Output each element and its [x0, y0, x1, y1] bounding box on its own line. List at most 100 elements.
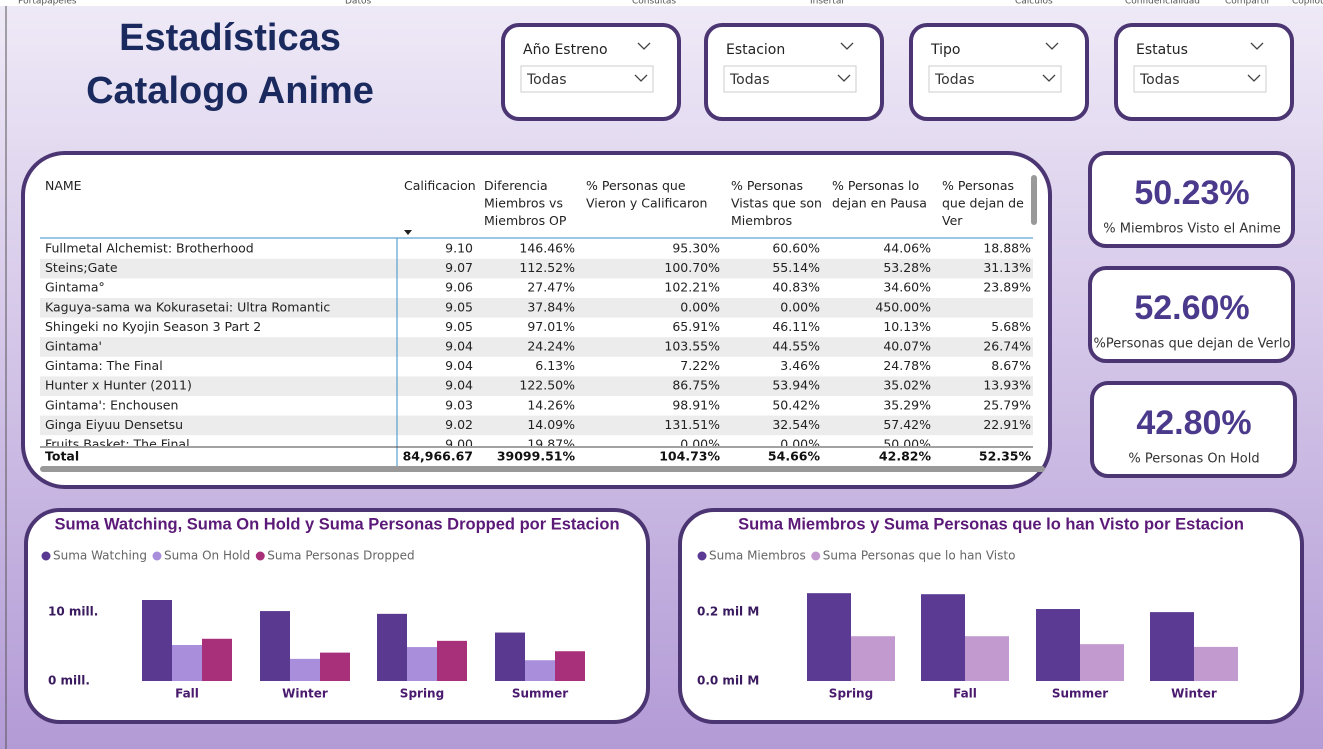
cell: 18.88%: [983, 241, 1031, 256]
column-header: % Personas Vistas que son Miembros: [731, 178, 822, 228]
header-line: % Personas: [942, 178, 1014, 193]
cell: 8.67%: [991, 358, 1031, 373]
legend-label: Suma Personas que lo han Visto: [823, 549, 1016, 563]
chevron: [1042, 74, 1056, 82]
scrollbar: [40, 466, 1045, 472]
cell: 9.05: [445, 299, 473, 314]
cell: 57.42%: [883, 417, 931, 432]
legend-marker: [811, 551, 821, 561]
cell: 9.06: [445, 280, 473, 295]
cell: 31.13%: [983, 260, 1031, 275]
legend-label: Suma Watching: [53, 549, 147, 563]
cell: 0.00%: [680, 299, 720, 314]
table-body: Fullmetal Alchemist: Brotherhood 9.10 146.…: [40, 241, 1033, 452]
cell: 98.91%: [672, 397, 720, 412]
cell: 97.01%: [527, 319, 575, 334]
chart-title: Suma Miembros y Suma Personas que lo han…: [738, 515, 1244, 533]
bar: [1150, 612, 1194, 681]
card-value: 42.80%: [1136, 404, 1251, 442]
x-tick-label: Summer: [1052, 687, 1108, 701]
chevron: [837, 74, 851, 82]
cell: 22.91%: [983, 417, 1031, 432]
header-line: % Personas que: [586, 178, 686, 193]
cell: 450.00%: [875, 299, 931, 314]
cell: 9.04: [445, 358, 473, 373]
title: Catalogo Anime: [86, 70, 374, 112]
header-line: Vistas que son: [731, 195, 822, 210]
bar: [320, 652, 350, 681]
total-cell: 42.82%: [879, 449, 932, 464]
card: [1088, 151, 1295, 248]
cell: Shingeki no Kyojin Season 3 Part 2: [45, 319, 261, 334]
cell: 9.02: [445, 417, 473, 432]
cell: 40.83%: [772, 280, 820, 295]
header-line: Diferencia: [484, 178, 548, 193]
cell: 35.29%: [883, 397, 931, 412]
cell: 60.60%: [772, 241, 820, 256]
total-cell: 52.35%: [979, 449, 1032, 464]
chevron: [634, 74, 648, 82]
ribbon-label: Compartir: [1225, 0, 1271, 7]
bar: [851, 636, 895, 681]
cell: 24.78%: [883, 358, 931, 373]
cell: Gintama': Enchousen: [45, 397, 178, 412]
bar: [555, 651, 585, 681]
dropdown-value: Todas: [1139, 72, 1180, 88]
header-line: Calificacion: [404, 178, 476, 193]
header-line: Ver: [942, 213, 963, 228]
chevron: [840, 42, 854, 50]
legend-label: Suma On Hold: [164, 549, 250, 563]
filter-label: Año Estreno: [523, 42, 608, 58]
y-tick-label: 0.0 mil M: [697, 674, 759, 688]
header-line: NAME: [45, 178, 82, 193]
cell: 6.13%: [535, 358, 575, 373]
cell: 23.89%: [983, 280, 1031, 295]
header-line: Vieron y Calificaron: [586, 195, 707, 210]
bar: [525, 660, 555, 681]
legend-marker: [255, 551, 265, 561]
ribbon-label: Portapapeles: [18, 0, 77, 7]
row-band: [40, 415, 1033, 436]
cell: Ginga Eiyuu Densetsu: [45, 417, 183, 432]
sort-icon: [404, 230, 412, 235]
cell: 44.06%: [883, 241, 931, 256]
column-header: % Personas que dejan de Ver: [942, 178, 1024, 228]
ribbon-label: Cálculos: [1015, 0, 1053, 7]
cell: 0.00%: [780, 299, 820, 314]
dropdown-value: Todas: [934, 72, 975, 88]
card-label: %Personas que dejan de Verlo: [1094, 337, 1291, 352]
header-line: Miembros: [731, 213, 792, 228]
x-tick-label: Fall: [175, 687, 199, 701]
header-line: Miembros OP: [484, 213, 567, 228]
chart-title: Suma Watching, Suma On Hold y Suma Perso…: [54, 515, 619, 533]
x-tick-label: Summer: [512, 687, 568, 701]
ribbon-label: Copilot: [1292, 0, 1323, 7]
cell: 3.46%: [780, 358, 820, 373]
dropdown: [1133, 65, 1267, 93]
chevron: [637, 42, 651, 50]
dropdown-value: Todas: [729, 72, 770, 88]
y-tick-label: 0.2 mil M: [697, 605, 759, 619]
filter-label: Tipo: [930, 42, 960, 58]
cell: 9.07: [445, 260, 473, 275]
cell: Kaguya-sama wa Kokurasetai: Ultra Romant…: [45, 299, 330, 314]
bar: [202, 638, 232, 681]
legend-marker: [697, 551, 707, 561]
cell: 50.00%: [883, 437, 931, 452]
cell: Hunter x Hunter (2011): [45, 378, 192, 393]
bar: [437, 640, 467, 681]
ribbon: [0, 0, 1323, 6]
bar: [1080, 644, 1124, 681]
filter-label: Estatus: [1136, 42, 1188, 58]
cell: 27.47%: [527, 280, 575, 295]
cell: 37.84%: [527, 299, 575, 314]
ribbon-label: Confidencialidad: [1125, 0, 1200, 7]
column-header: % Personas que Vieron y Calificaron: [586, 178, 707, 211]
cell: 53.94%: [772, 378, 820, 393]
header-line: Miembros vs: [484, 195, 563, 210]
dropdown: [520, 65, 654, 93]
total-cell: 104.73%: [659, 449, 720, 464]
cell: 19.87%: [527, 437, 575, 452]
cell: 25.79%: [983, 397, 1031, 412]
